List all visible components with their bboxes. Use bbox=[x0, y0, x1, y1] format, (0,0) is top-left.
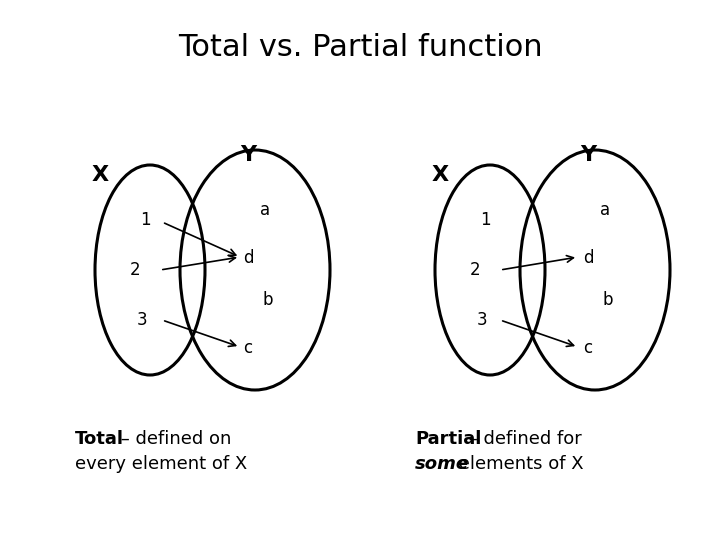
Text: every element of X: every element of X bbox=[75, 455, 247, 473]
Text: Total: Total bbox=[75, 430, 124, 448]
Text: elements of X: elements of X bbox=[453, 455, 584, 473]
Text: X: X bbox=[91, 165, 109, 185]
Text: a: a bbox=[600, 201, 610, 219]
Text: Partial: Partial bbox=[415, 430, 482, 448]
Text: – defined for: – defined for bbox=[463, 430, 582, 448]
Text: 3: 3 bbox=[137, 311, 148, 329]
Text: b: b bbox=[263, 291, 274, 309]
Text: a: a bbox=[260, 201, 270, 219]
Text: Y: Y bbox=[240, 145, 256, 165]
Text: some: some bbox=[415, 455, 469, 473]
Text: Y: Y bbox=[580, 145, 596, 165]
Text: d: d bbox=[243, 249, 253, 267]
Text: Total vs. Partial function: Total vs. Partial function bbox=[178, 33, 542, 63]
Text: c: c bbox=[583, 339, 593, 357]
Text: 3: 3 bbox=[477, 311, 487, 329]
Text: X: X bbox=[431, 165, 449, 185]
Text: 2: 2 bbox=[469, 261, 480, 279]
Text: 1: 1 bbox=[480, 211, 490, 229]
Text: 1: 1 bbox=[140, 211, 150, 229]
Text: b: b bbox=[603, 291, 613, 309]
Text: – defined on: – defined on bbox=[115, 430, 231, 448]
Text: 2: 2 bbox=[130, 261, 140, 279]
Text: c: c bbox=[243, 339, 253, 357]
Text: d: d bbox=[582, 249, 593, 267]
